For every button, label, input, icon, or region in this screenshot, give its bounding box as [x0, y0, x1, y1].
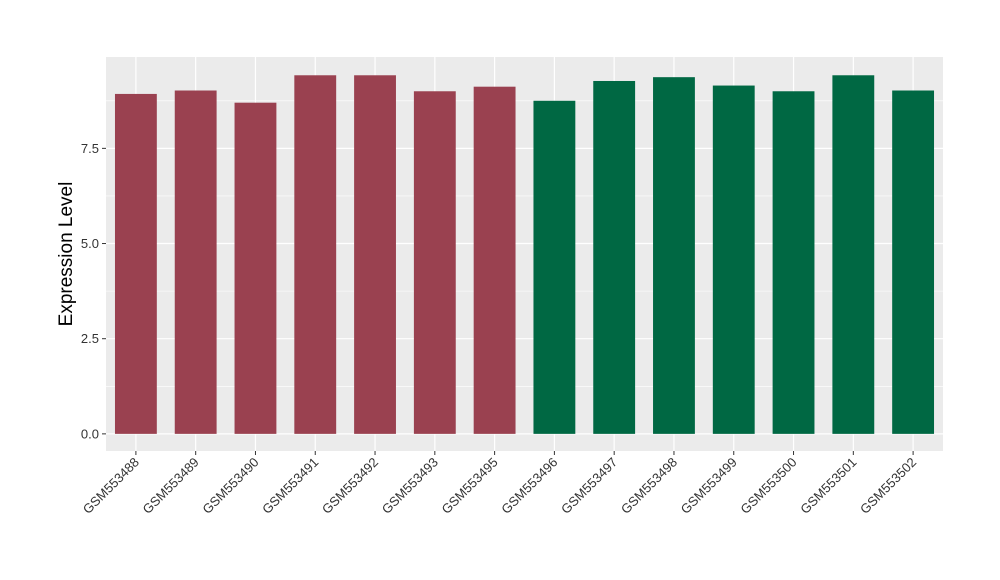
x-tick-label: GSM553491 — [259, 455, 321, 517]
bar — [832, 75, 875, 434]
x-tick-label: GSM553495 — [439, 455, 501, 517]
x-tick-label: GSM553490 — [199, 455, 261, 517]
x-tick-label: GSM553499 — [678, 455, 740, 517]
bar — [294, 75, 337, 434]
x-tick-label: GSM553500 — [737, 455, 799, 517]
x-tick-label: GSM553501 — [797, 455, 859, 517]
bar — [413, 91, 456, 434]
bar — [354, 75, 396, 434]
bar — [174, 90, 217, 434]
y-tick-label: 0.0 — [81, 426, 99, 441]
y-tick-label: 7.5 — [81, 141, 99, 156]
bar — [593, 80, 636, 434]
y-tick-label: 2.5 — [81, 331, 99, 346]
bar — [473, 86, 516, 434]
panel-background — [106, 57, 943, 451]
x-tick-label: GSM553498 — [618, 455, 680, 517]
bar — [712, 85, 755, 434]
x-tick-label: GSM553502 — [857, 455, 919, 517]
y-tick-label: 5.0 — [81, 236, 99, 251]
y-axis-title: Expression Level — [56, 182, 77, 327]
y-axis: 0.0 2.5 5.0 7.5 — [81, 141, 106, 441]
x-tick-label: GSM553497 — [558, 455, 620, 517]
x-tick-label: GSM553492 — [319, 455, 381, 517]
bar — [114, 93, 157, 434]
bars — [114, 75, 935, 434]
bar — [653, 77, 695, 434]
x-tick-label: GSM553493 — [379, 455, 441, 517]
bar — [533, 100, 576, 434]
x-axis: GSM553488GSM553489GSM553490GSM553491GSM5… — [80, 451, 919, 517]
bar — [234, 102, 277, 434]
x-tick-label: GSM553496 — [498, 455, 560, 517]
x-tick-label: GSM553489 — [140, 455, 202, 517]
bar — [772, 91, 815, 434]
x-tick-label: GSM553488 — [80, 455, 142, 517]
bar — [892, 90, 935, 434]
